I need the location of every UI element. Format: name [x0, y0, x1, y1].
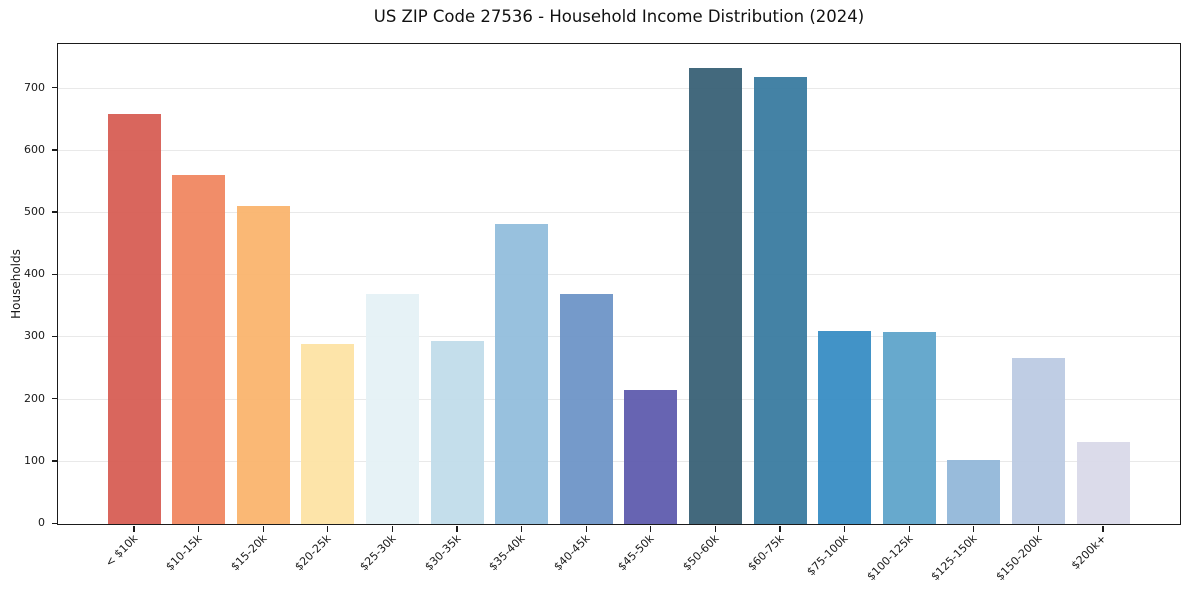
bar: [430, 341, 484, 524]
x-tick-label-text: $75-100k: [804, 532, 851, 579]
x-tick-label-text: < $10k: [102, 532, 141, 570]
x-tick-mark: [650, 525, 652, 532]
y-tick-label: 100: [24, 453, 45, 467]
bar: [753, 76, 807, 524]
y-tick-mark: [51, 398, 57, 400]
bar: [818, 330, 872, 524]
bar: [624, 390, 678, 524]
x-tick-label-text: $25-30k: [357, 532, 399, 574]
bar: [365, 294, 419, 524]
bar: [107, 114, 161, 524]
y-tick-label: 0: [38, 516, 45, 529]
bar: [236, 206, 290, 524]
x-tick-label-text: $100-125k: [864, 532, 916, 584]
gridline: [58, 336, 1180, 338]
bar: [1076, 441, 1130, 524]
y-tick-label: 200: [24, 391, 45, 405]
x-tick-label-text: $125-150k: [928, 532, 980, 584]
gridline: [58, 398, 1180, 400]
bar: [495, 224, 549, 524]
gridline: [58, 149, 1180, 151]
x-tick-label-text: $60-75k: [744, 532, 787, 574]
y-tick-mark: [51, 273, 57, 275]
bar: [947, 459, 1001, 524]
y-tick-label: 700: [24, 80, 45, 94]
x-tick-label-text: $10-15k: [163, 532, 205, 574]
x-tick-mark: [973, 525, 975, 532]
x-tick-mark: [714, 525, 717, 532]
x-tick-mark: [1037, 525, 1040, 532]
bar: [688, 68, 742, 524]
gridline: [58, 460, 1180, 462]
bar: [1011, 357, 1065, 524]
x-tick-mark: [262, 525, 264, 532]
y-tick-label: 500: [24, 204, 45, 218]
x-tick-mark: [908, 525, 910, 532]
x-tick-label-text: $200k+: [1069, 532, 1110, 573]
x-tick-mark: [844, 525, 846, 532]
bar: [301, 344, 355, 524]
y-tick-mark: [51, 522, 57, 524]
gridline: [58, 274, 1180, 276]
x-tick-mark: [585, 525, 587, 532]
y-tick-mark: [51, 87, 57, 89]
x-tick-label-text: $30-35k: [421, 532, 464, 574]
x-tick-label-text: $50-60k: [680, 532, 722, 574]
y-tick-mark: [51, 460, 57, 462]
bar: [172, 175, 226, 524]
y-tick-mark: [51, 211, 57, 213]
y-tick-label: 300: [24, 329, 45, 343]
x-tick-label-text: $20-25k: [292, 532, 334, 574]
x-tick-mark: [133, 525, 135, 532]
x-tick-mark: [1102, 525, 1104, 532]
x-tick-label-text: $45-50k: [615, 532, 657, 574]
x-tick-mark: [327, 525, 329, 532]
plot-area: 0 100 200 300 400 500 600 700 < $10k $10-15k $15-…: [24, 43, 1181, 583]
gridline: [58, 87, 1180, 89]
x-tick-mark: [391, 525, 394, 532]
bar: [559, 293, 613, 524]
x-tick-mark: [456, 525, 458, 532]
x-tick-label-text: $15-20k: [228, 532, 270, 574]
y-tick-label: 400: [24, 267, 45, 281]
y-tick-mark: [51, 149, 57, 151]
x-tick-mark: [779, 525, 781, 532]
y-tick-label: 600: [24, 142, 45, 156]
y-tick-mark: [51, 335, 57, 338]
gridline: [58, 211, 1180, 213]
x-tick-mark: [198, 525, 200, 532]
y-axis-label: Households: [9, 249, 23, 319]
bar: [882, 332, 936, 524]
x-tick-label-text: $40-45k: [551, 532, 593, 574]
chart-title: US ZIP Code 27536 - Household Income Dis…: [373, 7, 865, 26]
x-tick-label-text: $35-40k: [486, 532, 528, 574]
x-tick-label-text: $150-200k: [993, 532, 1045, 584]
x-tick-mark: [521, 525, 523, 532]
